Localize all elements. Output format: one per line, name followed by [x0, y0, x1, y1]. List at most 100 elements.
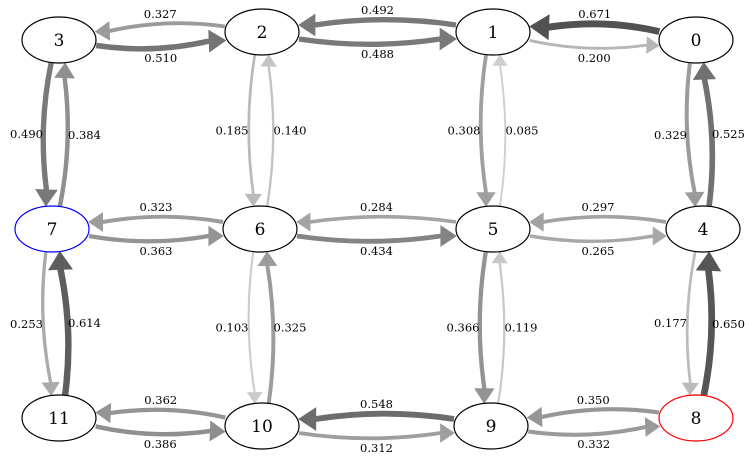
edge-4-to-0: 0.525: [692, 61, 745, 207]
edge-3-to-7: 0.490: [10, 62, 58, 207]
edge-arrowhead: [439, 27, 457, 51]
edge-line: [298, 431, 441, 441]
edge-line: [41, 252, 53, 384]
node-4: 4: [665, 205, 741, 253]
node-label: 9: [486, 417, 497, 437]
node-label: 1: [488, 23, 499, 43]
edge-arrowhead: [298, 407, 317, 431]
node-9: 9: [453, 402, 529, 450]
edge-4-to-8: 0.177: [654, 251, 699, 396]
edge-weight-label: 0.492: [361, 3, 394, 17]
edge-weight-label: 0.140: [274, 124, 307, 138]
edge-weight-label: 0.325: [274, 320, 307, 334]
edge-9-to-8: 0.332: [527, 417, 661, 451]
node-label: 5: [488, 220, 499, 240]
edge-1-to-0: 0.200: [529, 36, 660, 65]
edge-arrowhead: [296, 212, 311, 232]
edge-weight-label: 0.297: [582, 200, 615, 214]
edge-weight-label: 0.177: [654, 316, 687, 330]
node-label: 7: [47, 220, 58, 240]
edge-weight-label: 0.488: [361, 47, 394, 61]
node-ellipse: [224, 8, 300, 56]
edge-line: [108, 21, 226, 33]
edge-weight-label: 0.265: [582, 244, 615, 258]
nodes-layer: 0 1 2 3 4 5 6 7 8 9 10 11: [14, 8, 741, 450]
edge-line: [247, 251, 256, 393]
edge-arrowhead: [681, 382, 699, 396]
edge-arrowhead: [244, 193, 262, 207]
edge-weight-label: 0.327: [144, 7, 177, 21]
edge-line: [57, 268, 72, 396]
edge-line: [95, 38, 210, 52]
edge-10-to-11: 0.362: [95, 393, 226, 424]
node-ellipse: [14, 205, 90, 253]
edge-arrowhead: [644, 417, 661, 437]
edge-line: [477, 251, 488, 390]
edge-line: [529, 234, 654, 243]
edge-7-to-11: 0.253: [10, 252, 60, 397]
edge-line: [88, 233, 210, 244]
edge-arrowhead: [208, 29, 227, 53]
edge-6-to-2: 0.140: [260, 54, 307, 207]
edge-9-to-10: 0.548: [298, 397, 455, 431]
edge-weight-label: 0.362: [144, 393, 177, 407]
edge-arrowhead: [54, 62, 75, 79]
edge-line: [309, 214, 457, 224]
edge-1-to-5: 0.308: [448, 54, 496, 207]
edge-line: [700, 269, 716, 396]
edge-arrowhead: [440, 423, 455, 443]
node-ellipse: [224, 402, 300, 450]
edge-arrowhead: [208, 225, 224, 247]
edge-10-to-6: 0.325: [257, 251, 307, 404]
edge-arrowhead: [695, 251, 722, 272]
edge-arrowhead: [492, 54, 508, 66]
edge-line: [685, 251, 697, 384]
node-label: 4: [698, 220, 709, 240]
node-10: 10: [224, 402, 300, 450]
edge-weight-label: 0.085: [506, 124, 539, 138]
edge-line: [497, 262, 506, 404]
node-1: 1: [455, 8, 531, 56]
node-ellipse: [453, 402, 529, 450]
edge-arrowhead: [209, 420, 226, 442]
edge-line: [529, 39, 648, 50]
node-8: 8: [658, 394, 734, 442]
edge-8-to-4: 0.650: [695, 251, 745, 396]
edge-arrowhead: [440, 225, 457, 247]
edge-2-to-6: 0.185: [216, 54, 262, 207]
edge-line: [265, 265, 276, 404]
node-label: 8: [691, 409, 702, 429]
edge-6-to-7: 0.323: [88, 200, 224, 232]
edge-weight-label: 0.350: [577, 393, 610, 407]
edge-6-to-5: 0.434: [296, 225, 457, 258]
edge-2-to-3: 0.327: [94, 7, 226, 41]
edge-weight-label: 0.386: [144, 437, 177, 451]
edge-arrowhead: [646, 36, 660, 54]
edge-weight-label: 0.363: [140, 244, 173, 258]
edge-weight-label: 0.366: [447, 320, 480, 334]
edge-weight-label: 0.525: [712, 127, 745, 141]
edge-1-to-2: 0.492: [298, 3, 457, 37]
edge-arrowhead: [529, 212, 544, 232]
node-ellipse: [21, 16, 97, 64]
edge-arrowhead: [298, 13, 316, 37]
node-ellipse: [21, 394, 97, 442]
edge-weight-label: 0.384: [68, 128, 101, 142]
edge-weight-label: 0.671: [578, 7, 611, 21]
edge-arrowhead: [246, 392, 263, 404]
edge-arrowhead: [35, 188, 58, 207]
node-ellipse: [665, 205, 741, 253]
edge-arrowhead: [684, 191, 705, 208]
edge-arrowhead: [476, 192, 496, 207]
edge-weight-label: 0.650: [712, 317, 745, 331]
node-11: 11: [21, 394, 97, 442]
edge-weight-label: 0.119: [505, 321, 538, 335]
node-label: 6: [255, 220, 266, 240]
edge-arrowhead: [94, 21, 111, 41]
node-label: 11: [48, 409, 70, 429]
edge-arrowhead: [526, 406, 543, 428]
edge-3-to-2: 0.510: [95, 29, 227, 65]
edge-weight-label: 0.510: [144, 51, 177, 65]
edge-11-to-7: 0.614: [48, 250, 101, 396]
